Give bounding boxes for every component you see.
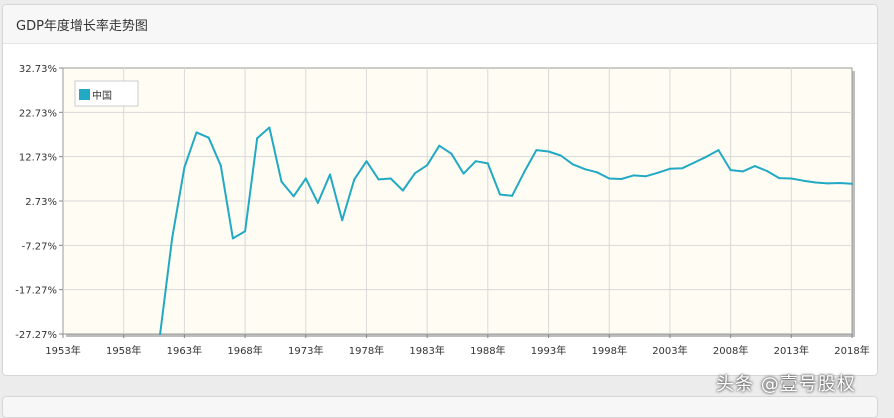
data-point [316,201,319,204]
x-tick-label: 2018年 [834,344,869,357]
x-tick-label: 1963年 [167,344,202,357]
data-point [693,161,696,164]
data-point [511,194,514,197]
data-point [717,149,720,152]
watermark-text: 头条 @壹号股权 [716,374,856,395]
data-point [159,333,162,336]
x-tick-label: 1968年 [227,344,262,357]
y-axis-ticks: 32.73% 22.73% 12.73% 2.73% -7.27% -17.27% -27.… [15,64,63,341]
grid-lines [63,68,852,334]
data-point [389,177,392,180]
data-point [583,168,586,171]
data-point [729,169,732,172]
data-point [814,181,817,184]
y-tick-label: 12.73% [19,153,57,164]
x-tick-label: 1958年 [106,344,141,357]
data-point [438,144,441,147]
x-axis-ticks: 1953年 1958年 1963年 1968年 1973年 1978年 1983年 1988年… [45,334,870,357]
data-point [547,150,550,153]
y-tick-label: 2.73% [25,197,57,208]
data-point [851,182,853,185]
data-point [268,126,271,129]
data-point [608,177,611,180]
panel-title: GDP年度增长率走势图 [16,19,148,34]
series-line-china [159,126,853,335]
legend-label-china: 中国 [92,89,112,102]
data-point [329,173,332,176]
data-point [681,167,684,170]
data-point [377,178,380,181]
series-china [159,126,853,336]
data-point [304,177,307,180]
data-point [219,164,222,167]
data-point [705,155,708,158]
y-tick-label: -17.27% [15,286,57,297]
data-point [280,180,283,183]
data-point [620,177,623,180]
data-point [365,160,368,163]
data-point [195,131,198,134]
data-point [778,177,781,180]
data-point [596,171,599,174]
y-tick-label: -7.27% [22,241,57,252]
x-tick-label: 1978年 [349,344,384,357]
data-point [292,195,295,198]
x-tick-label: 1973年 [288,344,323,357]
data-point [171,236,174,239]
x-tick-label: 1953年 [45,344,80,357]
data-point [571,163,574,166]
data-point [486,162,489,165]
x-tick-label: 2013年 [774,344,809,357]
x-tick-label: 2003年 [652,344,687,357]
data-point [790,177,793,180]
data-point [353,178,356,181]
data-point [753,165,756,168]
data-point [256,137,259,140]
data-point [523,170,526,173]
data-point [207,136,210,139]
data-point [183,166,186,169]
data-point [401,189,404,192]
x-tick-label: 2008年 [713,344,748,357]
data-point [341,219,344,222]
data-point [826,182,829,185]
data-point [632,174,635,177]
next-panel [2,396,878,418]
data-point [535,149,538,152]
x-tick-label: 1993年 [531,344,566,357]
data-point [668,167,671,170]
data-point [766,169,769,172]
x-tick-label: 1988年 [470,344,505,357]
y-tick-label: 32.73% [19,64,57,75]
data-point [231,237,234,240]
data-point [656,171,659,174]
x-tick-label: 1983年 [409,344,444,357]
y-tick-label: 22.73% [19,108,57,119]
data-point [474,160,477,163]
data-point [741,170,744,173]
data-point [498,193,501,196]
data-point [802,179,805,182]
panel-header: GDP年度增长率走势图 [3,5,877,44]
legend-swatch [79,89,90,100]
data-point [462,172,465,175]
data-point [838,181,841,184]
legend: 中国 [74,80,139,107]
y-tick-label: -27.27% [15,330,57,341]
data-point [559,154,562,157]
data-point [414,172,417,175]
data-point [426,164,429,167]
x-tick-label: 1998年 [592,344,627,357]
data-point [644,175,647,178]
data-point [450,152,453,155]
data-point [244,230,247,233]
